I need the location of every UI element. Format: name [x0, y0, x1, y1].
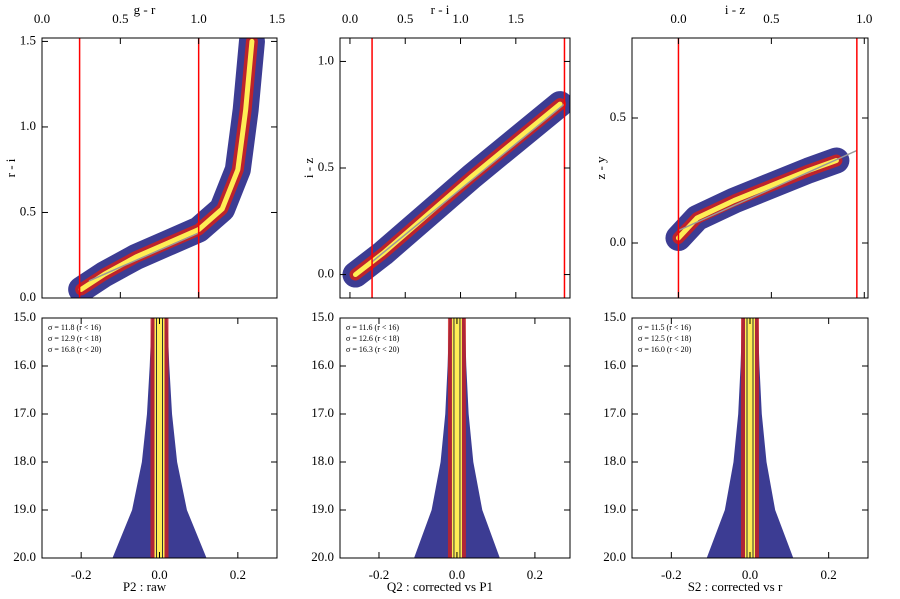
- y-tick-label: 15.0: [311, 309, 334, 324]
- x-tick-label: 0.0: [742, 567, 758, 582]
- y-tick-label: 18.0: [311, 453, 334, 468]
- x-axis-label: S2 : corrected vs r: [688, 579, 783, 594]
- y-axis-label: r - i: [3, 158, 18, 177]
- y-tick-label: 0.5: [610, 109, 626, 124]
- y-tick-label: 17.0: [311, 405, 334, 420]
- spread-core: [451, 318, 462, 558]
- x-axis-label: P2 : raw: [123, 579, 167, 594]
- y-tick-label: 1.0: [318, 52, 334, 67]
- x-tick-label: 0.0: [151, 567, 167, 582]
- x-tick-label: 0.2: [527, 567, 543, 582]
- y-tick-label: 19.0: [311, 501, 334, 516]
- annotation: σ = 11.5 (r < 16): [638, 323, 691, 332]
- x-axis-label: g - r: [134, 2, 156, 17]
- annotation: σ = 16.3 (r < 20): [346, 345, 400, 354]
- frame: [339, 317, 571, 559]
- spread-core: [154, 318, 165, 558]
- annotation: σ = 12.6 (r < 18): [346, 334, 400, 343]
- y-tick-label: 19.0: [13, 501, 36, 516]
- annotation: σ = 11.8 (r < 16): [48, 323, 101, 332]
- y-tick-label: 0.0: [610, 234, 626, 249]
- y-tick-label: 15.0: [13, 309, 36, 324]
- y-tick-label: 18.0: [603, 453, 626, 468]
- x-tick-label: 1.0: [452, 11, 468, 26]
- y-tick-label: 19.0: [603, 501, 626, 516]
- frame: [41, 37, 278, 299]
- x-tick-label: 0.5: [397, 11, 413, 26]
- x-tick-label: 0.0: [449, 567, 465, 582]
- y-axis-label: z - y: [593, 156, 608, 180]
- y-tick-label: 17.0: [603, 405, 626, 420]
- fit-line: [678, 149, 858, 232]
- y-tick-label: 16.0: [603, 357, 626, 372]
- annotation: σ = 12.5 (r < 18): [638, 334, 692, 343]
- fit-line: [371, 103, 565, 263]
- y-tick-label: 17.0: [13, 405, 36, 420]
- y-tick-label: 1.0: [20, 118, 36, 133]
- x-tick-label: -0.2: [661, 567, 682, 582]
- annotation: σ = 11.6 (r < 16): [346, 323, 399, 332]
- annotation: σ = 12.9 (r < 18): [48, 334, 102, 343]
- x-tick-label: 1.5: [269, 11, 285, 26]
- x-axis-label: r - i: [431, 2, 450, 17]
- y-axis-label: i - z: [301, 158, 316, 178]
- y-tick-label: 20.0: [311, 549, 334, 564]
- y-tick-label: 0.5: [20, 203, 36, 218]
- x-tick-label: 0.0: [34, 11, 50, 26]
- y-tick-label: 0.0: [318, 266, 334, 281]
- x-tick-label: 0.5: [763, 11, 779, 26]
- x-tick-label: 0.0: [670, 11, 686, 26]
- annotation: σ = 16.8 (r < 20): [48, 345, 102, 354]
- y-tick-label: 20.0: [13, 549, 36, 564]
- frame: [631, 37, 869, 299]
- y-tick-label: 20.0: [603, 549, 626, 564]
- y-tick-label: 1.5: [20, 32, 36, 47]
- x-tick-label: 0.2: [821, 567, 837, 582]
- density-ridge: [352, 101, 563, 278]
- x-tick-label: -0.2: [369, 567, 390, 582]
- x-axis-label: Q2 : corrected vs P1: [387, 579, 493, 594]
- x-tick-label: -0.2: [71, 567, 92, 582]
- x-tick-label: 0.2: [230, 567, 246, 582]
- y-tick-label: 0.0: [20, 289, 36, 304]
- x-tick-label: 1.0: [856, 11, 872, 26]
- y-tick-label: 15.0: [603, 309, 626, 324]
- density-ridge: [68, 38, 265, 298]
- x-tick-label: 1.0: [191, 11, 207, 26]
- x-tick-label: 0.5: [112, 11, 128, 26]
- y-tick-label: 16.0: [311, 357, 334, 372]
- y-tick-label: 18.0: [13, 453, 36, 468]
- x-tick-label: 0.0: [342, 11, 358, 26]
- density-ridge: [675, 158, 839, 241]
- x-axis-label: i - z: [725, 2, 745, 17]
- fit-line: [88, 232, 199, 282]
- y-tick-label: 0.5: [318, 159, 334, 174]
- y-tick-label: 16.0: [13, 357, 36, 372]
- spread-core: [745, 318, 755, 558]
- annotation: σ = 16.0 (r < 20): [638, 345, 692, 354]
- x-tick-label: 1.5: [508, 11, 524, 26]
